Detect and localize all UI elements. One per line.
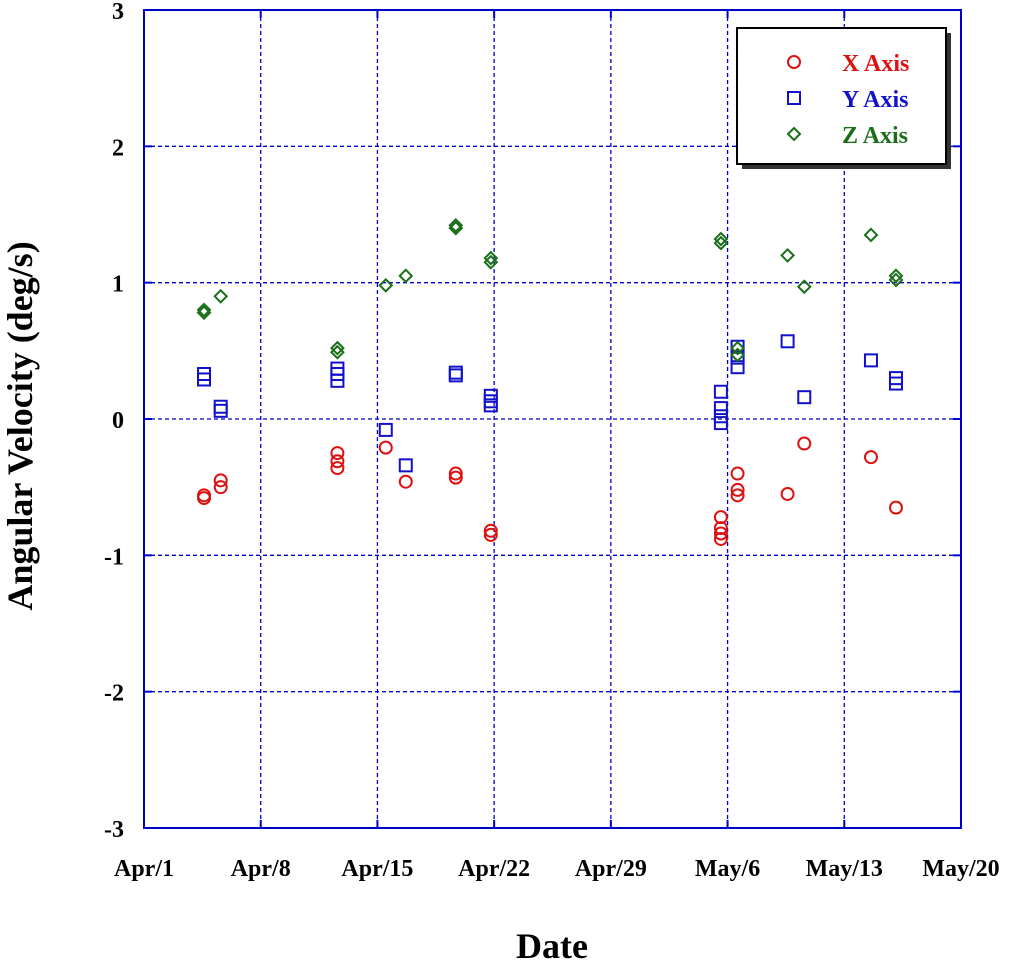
y-axis-point — [197, 367, 212, 382]
z-axis-point — [196, 302, 212, 318]
data-points — [196, 217, 904, 546]
z-axis-point — [730, 347, 745, 363]
x-axis-point — [378, 440, 393, 455]
x-axis-point — [888, 500, 903, 515]
legend-box — [736, 27, 947, 165]
tick-labels: Apr/1 Apr/8 Apr/15 Apr/22 Apr/29 May/6 May/13 M… — [104, 0, 1000, 882]
x-tick-label: Apr/22 — [458, 856, 530, 882]
x-tick-label: Apr/15 — [341, 856, 413, 882]
y-axis-point — [730, 350, 745, 365]
x-axis-point — [197, 488, 212, 503]
x-axis-point — [213, 473, 228, 488]
y-tick-label: -3 — [104, 817, 124, 843]
x-axis-point — [863, 450, 878, 465]
z-axis-point — [329, 340, 345, 356]
legend: X Axis Y Axis Z Axis — [736, 27, 951, 169]
y-axis-point — [398, 458, 413, 473]
x-axis-point — [780, 486, 795, 501]
y-axis-point — [863, 353, 878, 368]
x-axis-point — [448, 466, 463, 481]
x-tick-label: May/6 — [695, 856, 760, 882]
legend-marker-z-axis — [786, 126, 802, 142]
x-axis-point — [398, 474, 413, 489]
y-axis-point — [780, 334, 795, 349]
x-axis-title: Date — [516, 926, 588, 963]
y-axis-point — [213, 403, 228, 418]
y-tick-label: 2 — [112, 135, 124, 161]
x-tick-label: May/13 — [806, 856, 883, 882]
z-axis-point — [713, 231, 729, 247]
y-tick-label: -1 — [104, 544, 124, 570]
y-tick-label: -2 — [104, 681, 124, 707]
legend-marker-y-axis — [787, 91, 801, 105]
x-axis-point — [330, 446, 345, 461]
y-tick-label: 1 — [112, 272, 124, 298]
y-axis-point — [330, 361, 345, 376]
x-axis-point — [730, 488, 745, 503]
y-axis-point — [213, 399, 228, 414]
y-axis-point — [378, 422, 393, 437]
z-axis-point — [730, 340, 745, 356]
y-axis-point — [483, 388, 498, 403]
y-tick-label: 0 — [112, 408, 124, 434]
x-axis-point — [713, 521, 728, 536]
legend-label-y-axis: Y Axis — [842, 87, 908, 113]
x-tick-label: Apr/29 — [575, 856, 647, 882]
x-axis-point — [213, 480, 228, 495]
z-axis-point — [863, 227, 879, 243]
z-axis-point — [378, 277, 394, 293]
y-axis-point — [713, 401, 728, 416]
x-axis-point — [713, 510, 728, 525]
x-axis-point — [483, 523, 498, 538]
x-axis-point — [797, 436, 812, 451]
legend-marker-x-axis — [787, 55, 801, 69]
x-axis-point — [330, 454, 345, 469]
y-axis-point — [448, 365, 463, 380]
x-axis-point — [330, 461, 345, 476]
z-axis-point — [483, 250, 499, 266]
plot-frame — [143, 9, 962, 829]
x-tick-label: May/20 — [922, 856, 999, 882]
z-axis-point — [713, 235, 729, 251]
y-axis-point — [797, 390, 812, 405]
x-axis-point — [448, 470, 463, 485]
legend-label-x-axis: X Axis — [842, 51, 909, 77]
z-axis-point — [329, 344, 345, 360]
y-tick-label: 3 — [112, 0, 124, 25]
z-axis-point — [888, 268, 904, 284]
x-tick-label: Apr/1 — [114, 856, 174, 882]
y-axis-title: Angular Velocity (deg/s) — [0, 241, 40, 610]
x-axis-point — [713, 526, 728, 541]
x-axis-point — [483, 527, 498, 542]
y-axis-point — [713, 384, 728, 399]
x-axis-point — [730, 466, 745, 481]
z-axis-point — [483, 254, 499, 270]
z-axis-point — [888, 272, 904, 288]
x-axis-point — [730, 482, 745, 497]
z-axis-point — [398, 268, 414, 284]
z-axis-point — [448, 217, 464, 233]
z-axis-point — [780, 247, 796, 263]
y-axis-point — [713, 409, 728, 424]
y-axis-point — [888, 371, 903, 386]
z-axis-point — [213, 288, 229, 304]
z-axis-point — [796, 279, 812, 295]
x-axis-point — [713, 531, 728, 546]
x-tick-label: Apr/8 — [231, 856, 291, 882]
legend-label-z-axis: Z Axis — [842, 123, 908, 149]
